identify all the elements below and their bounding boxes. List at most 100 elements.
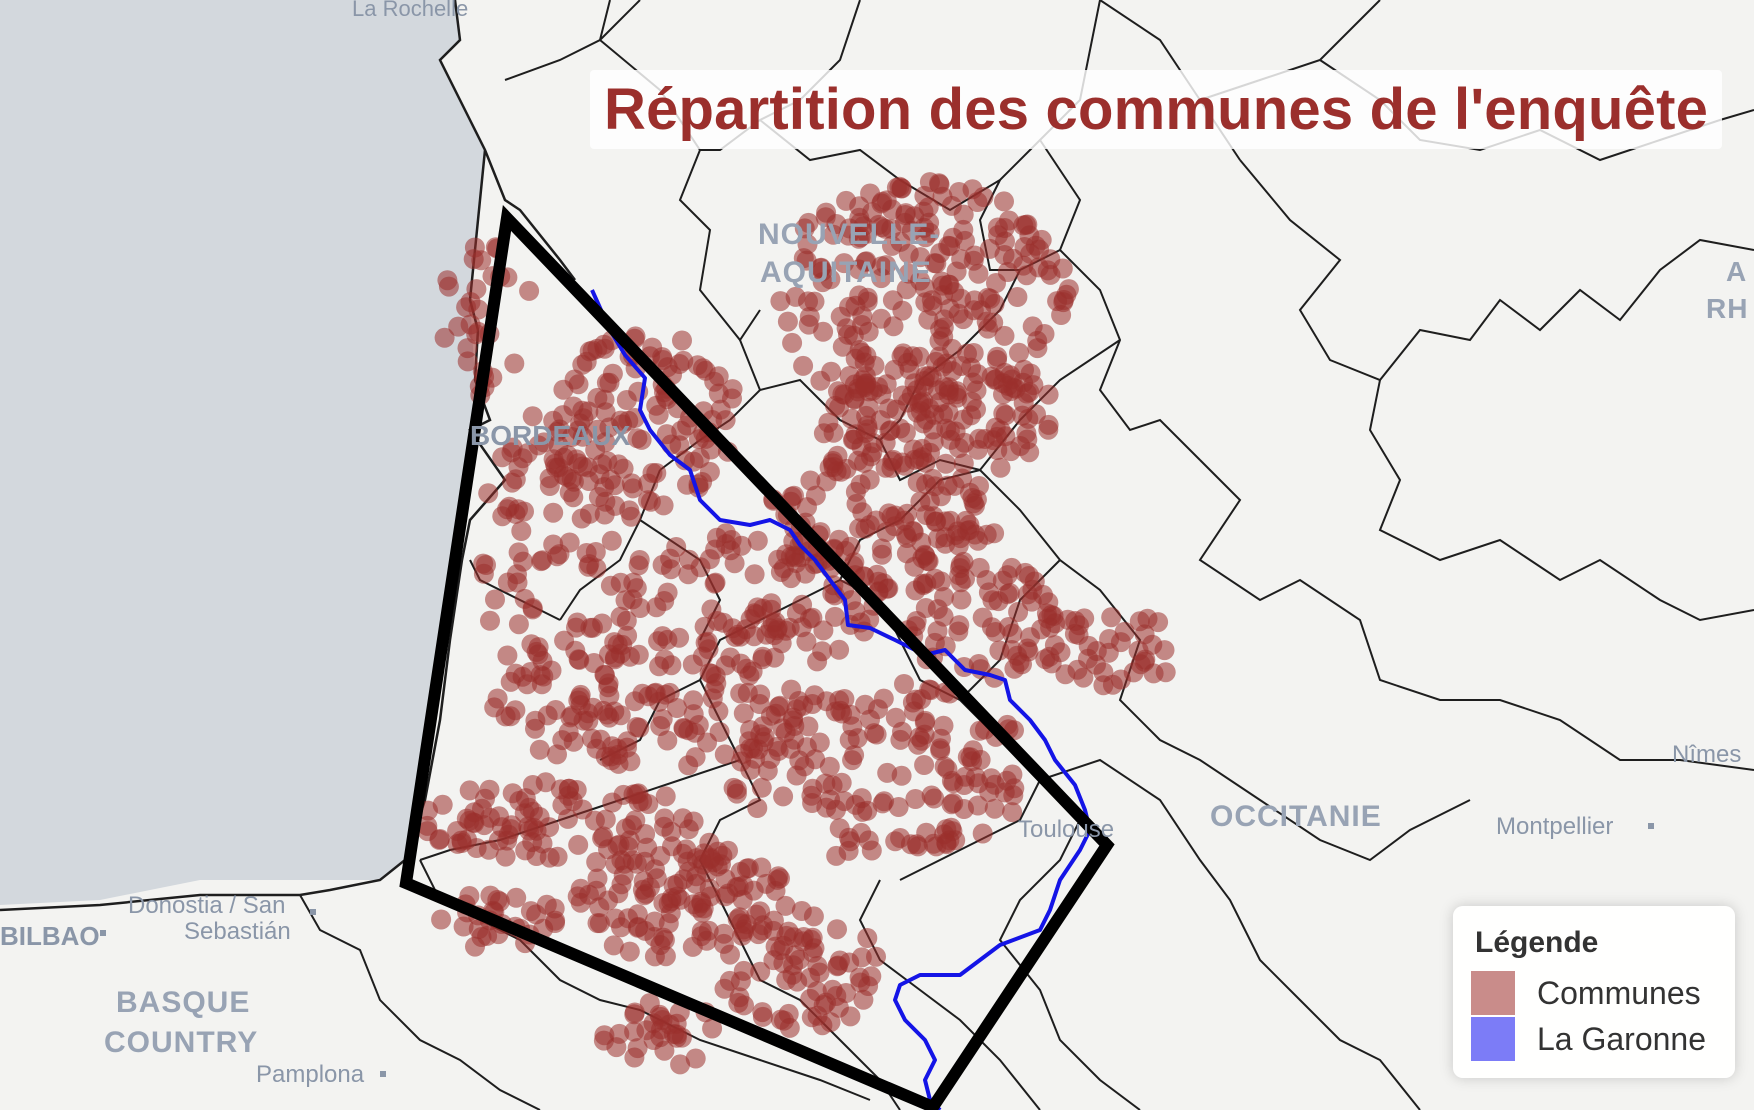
commune-dot (660, 548, 681, 569)
commune-dot (838, 324, 858, 345)
commune-dot (737, 858, 757, 879)
commune-dot (825, 606, 845, 627)
commune-dot (829, 639, 850, 660)
commune-dot (786, 699, 807, 720)
commune-dot (891, 765, 912, 786)
commune-dot (648, 631, 669, 652)
commune-dot (820, 1012, 841, 1033)
commune-dot (417, 821, 438, 842)
commune-dot (682, 654, 703, 675)
commune-dot (923, 432, 944, 453)
legend-label-garonne: La Garonne (1537, 1020, 1707, 1057)
commune-dot (643, 1030, 664, 1050)
commune-dot (919, 222, 940, 243)
legend-title: Légende (1475, 926, 1599, 959)
commune-dot (705, 572, 726, 593)
commune-dot (1009, 342, 1029, 363)
commune-dot (793, 355, 814, 376)
commune-dot (994, 218, 1015, 238)
commune-dot (805, 749, 826, 770)
label-a: A (1726, 256, 1747, 287)
commune-dot (853, 989, 874, 1010)
commune-dot (919, 491, 940, 512)
commune-dot (951, 589, 972, 610)
commune-dot (997, 584, 1018, 605)
commune-dot (622, 478, 643, 499)
commune-dot (851, 947, 872, 968)
commune-dot (650, 716, 671, 736)
commune-dot (848, 259, 869, 280)
map-title: Répartition des communes de l'enquête (590, 70, 1723, 149)
commune-dot (1021, 591, 1042, 612)
commune-dot (730, 683, 751, 704)
legend-swatch-communes (1471, 971, 1515, 1015)
legend-swatch-garonne (1471, 1017, 1515, 1061)
commune-dot (849, 207, 870, 228)
commune-dot (448, 316, 469, 337)
commune-dot (531, 551, 552, 572)
commune-dot (522, 406, 543, 427)
commune-dot (804, 685, 825, 706)
commune-dot (526, 846, 547, 866)
commune-dot (691, 926, 712, 947)
commune-dot (576, 543, 597, 563)
commune-dot (966, 380, 987, 401)
commune-dot (976, 570, 997, 590)
commune-dot (667, 1024, 687, 1045)
commune-dot (1018, 641, 1039, 662)
commune-dot (586, 852, 607, 872)
commune-dot (858, 321, 879, 342)
commune-dot (539, 817, 560, 838)
commune-dot (613, 865, 634, 886)
commune-dot (434, 327, 455, 348)
commune-dot (603, 935, 624, 956)
commune-dot (990, 457, 1011, 478)
commune-dot (456, 297, 477, 318)
commune-dot (881, 218, 902, 239)
commune-dot (466, 838, 487, 858)
commune-dot (619, 500, 640, 521)
commune-dot (722, 379, 743, 400)
commune-dot (1038, 384, 1059, 405)
legend-label-communes: Communes (1537, 974, 1701, 1011)
commune-dot (912, 573, 933, 594)
commune-dot (657, 582, 678, 603)
commune-dot (497, 645, 518, 666)
commune-dot (525, 718, 545, 739)
commune-dot (1135, 649, 1156, 670)
commune-dot (942, 361, 963, 382)
commune-dot (459, 886, 480, 906)
commune-dot (611, 917, 631, 938)
commune-dot (967, 192, 988, 212)
commune-dot (857, 291, 878, 312)
commune-dot (864, 723, 885, 744)
commune-dot (609, 1023, 630, 1044)
commune-dot (994, 191, 1014, 212)
commune-dot (708, 701, 729, 722)
commune-dot (934, 376, 955, 397)
commune-dot (855, 518, 876, 539)
commune-dot (627, 428, 648, 449)
commune-dot (587, 868, 608, 889)
commune-dot (990, 420, 1011, 441)
commune-dot (905, 789, 926, 809)
commune-dot (539, 476, 560, 496)
commune-dot (931, 271, 952, 292)
commune-dot (457, 338, 478, 359)
commune-dot (485, 589, 505, 610)
commune-dot (468, 919, 489, 939)
commune-dot (909, 393, 930, 414)
commune-dot (1155, 662, 1176, 683)
commune-dot (933, 326, 954, 347)
commune-dot (807, 651, 828, 672)
commune-dot (1040, 617, 1061, 638)
commune-dot (844, 745, 865, 766)
commune-dot (437, 270, 458, 291)
legend: Légende Communes La Garonne (1453, 906, 1735, 1078)
commune-dot (747, 530, 768, 551)
commune-dot (885, 505, 906, 526)
commune-dot (856, 345, 877, 366)
commune-dot (830, 306, 851, 327)
commune-dot (638, 490, 658, 511)
